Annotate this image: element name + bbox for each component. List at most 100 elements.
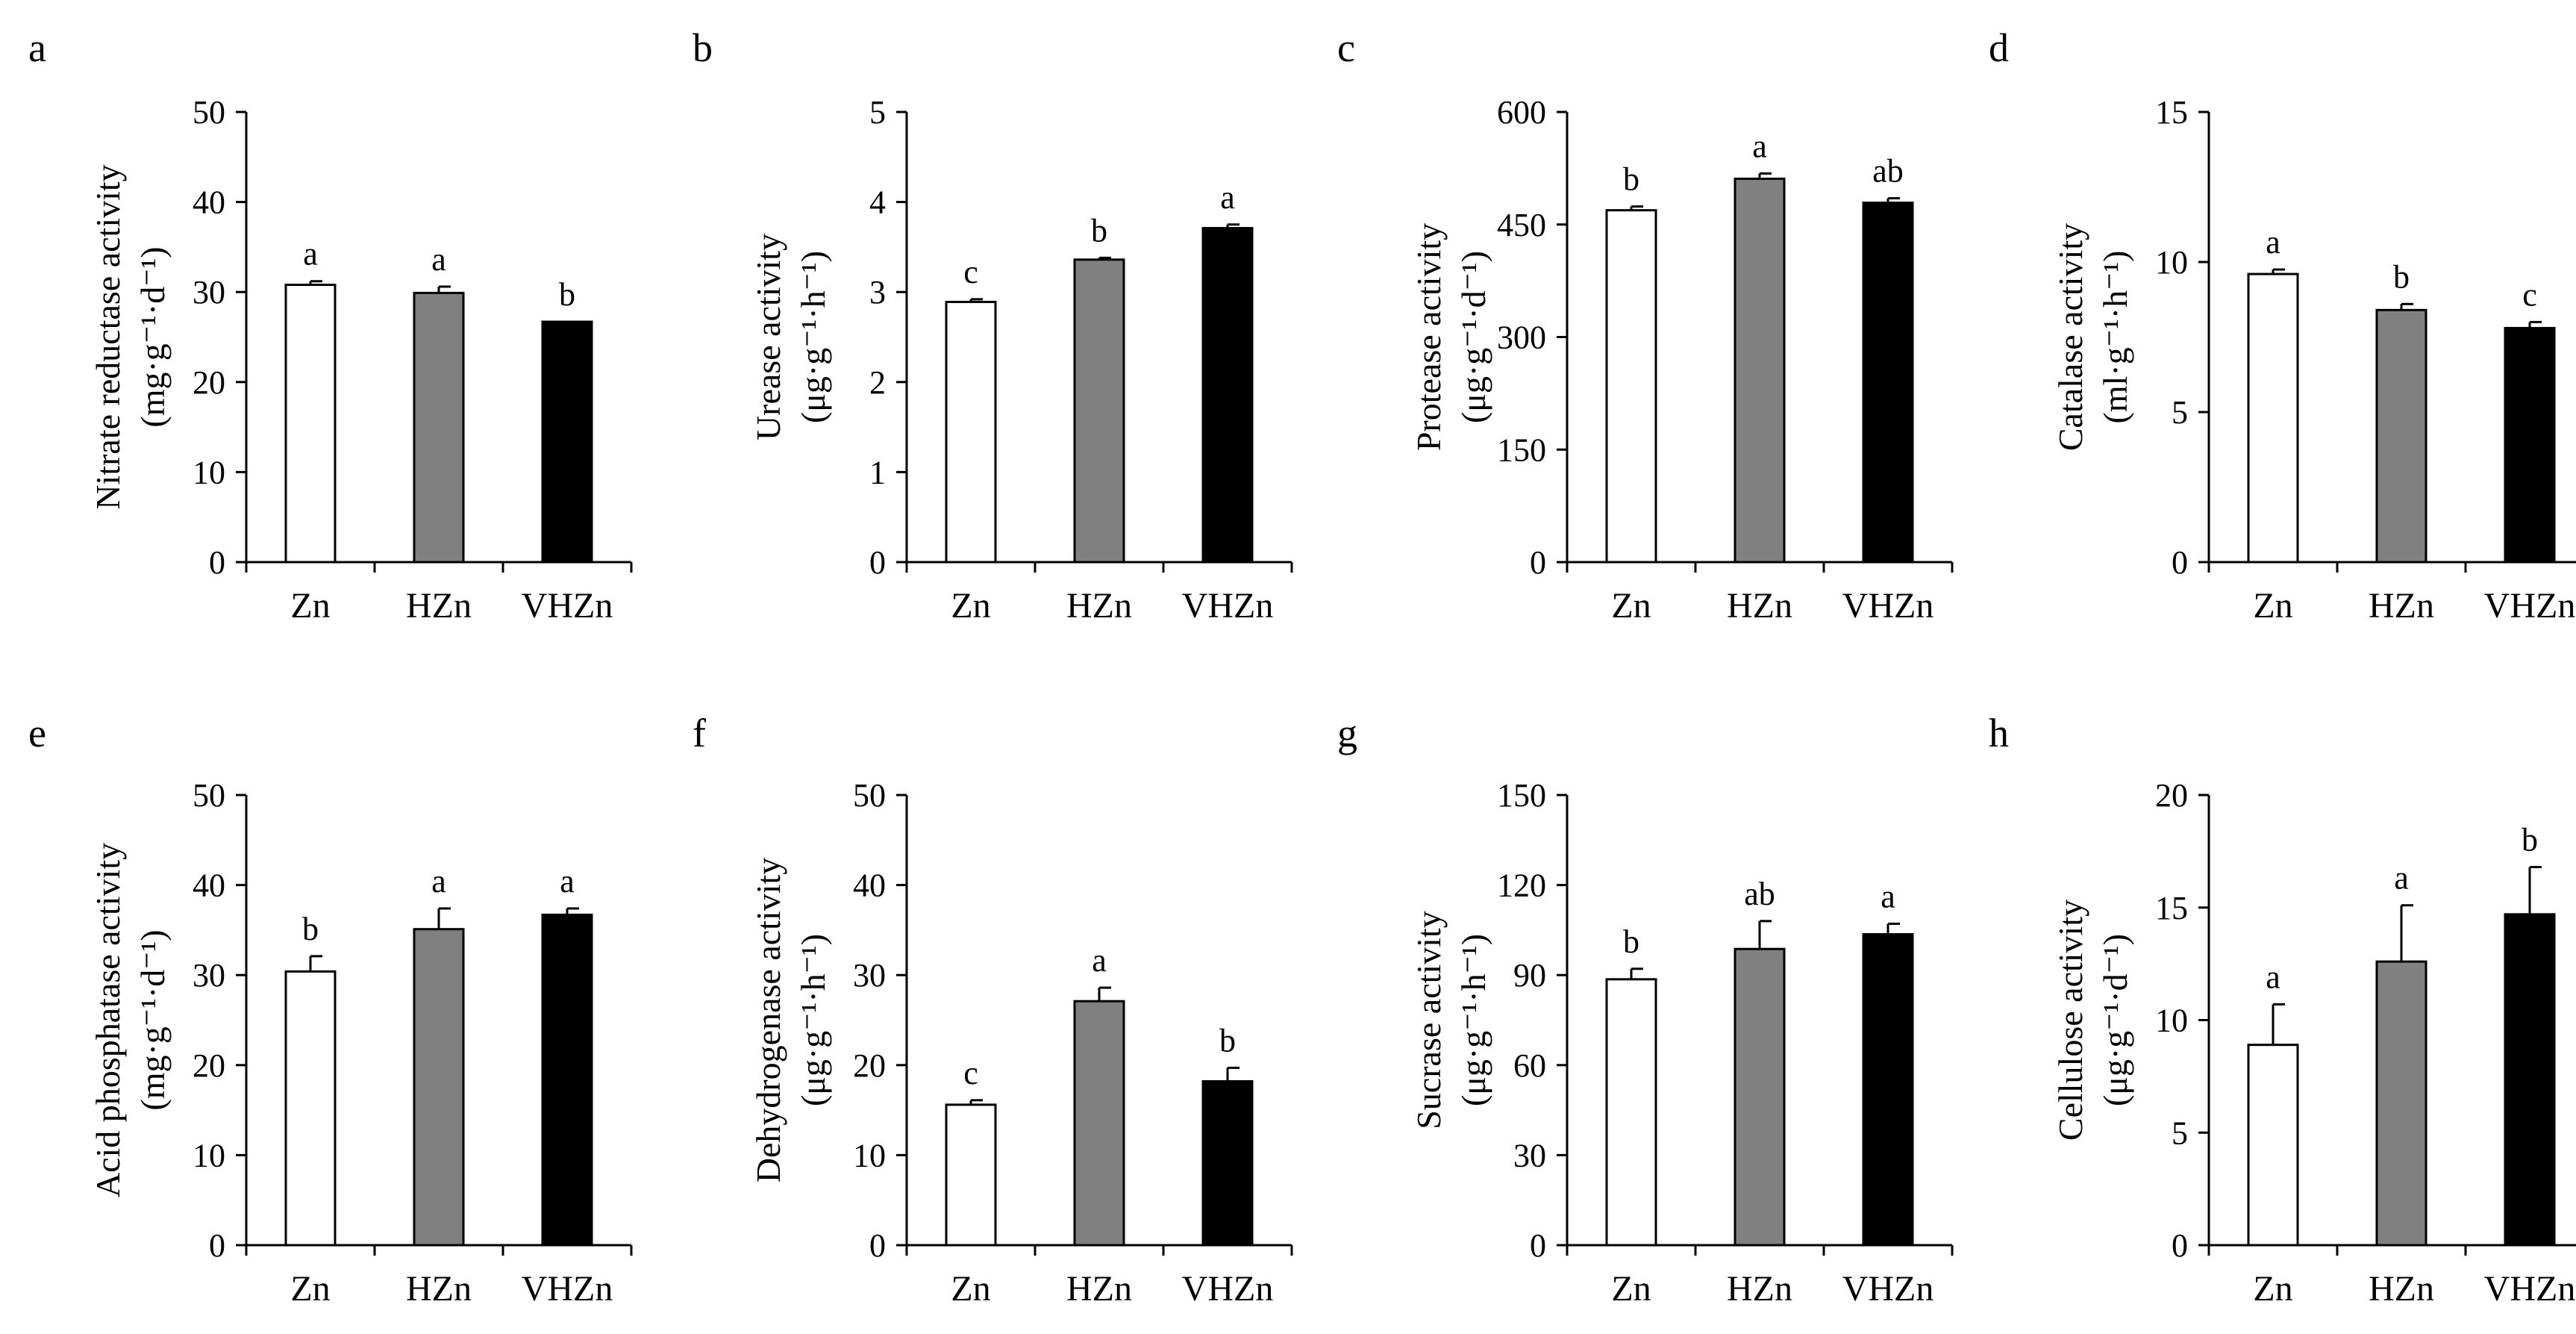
y-axis-title: Urease activity bbox=[749, 234, 787, 440]
panel-b: b 0 1 2 3 4 5 c Zn b HZn a VHZn Urease activity (μg·g⁻… bbox=[693, 25, 1293, 626]
y-tick-label: 0 bbox=[1530, 544, 1546, 581]
x-tick-label: HZn bbox=[406, 586, 472, 626]
bar-vhzn bbox=[1862, 933, 1914, 1247]
y-axis-title: Nitrate reductase activity bbox=[89, 164, 127, 509]
bar-hzn bbox=[413, 928, 465, 1247]
bar-vhzn bbox=[541, 320, 593, 564]
y-tick-label: 30 bbox=[853, 957, 886, 994]
significance-letter: b bbox=[1623, 923, 1639, 960]
y-tick-label: 1 bbox=[869, 454, 886, 490]
bar-zn bbox=[945, 300, 997, 564]
panel-label: h bbox=[1989, 711, 2009, 755]
y-tick-label: 0 bbox=[209, 1227, 225, 1264]
x-tick-label: Zn bbox=[2253, 1269, 2292, 1309]
y-tick-label: 90 bbox=[1513, 957, 1546, 994]
y-tick-label: 10 bbox=[2155, 1003, 2188, 1039]
x-tick-label: VHZn bbox=[2484, 586, 2576, 626]
panel-label: c bbox=[1337, 25, 1355, 70]
significance-letter: ab bbox=[1744, 876, 1775, 912]
x-tick-label: HZn bbox=[2369, 1269, 2434, 1309]
y-axis-title: Dehydrogenase activity bbox=[749, 858, 787, 1183]
panel-label: b bbox=[693, 25, 713, 70]
bar-hzn bbox=[1073, 1000, 1125, 1247]
y-tick-label: 60 bbox=[1513, 1047, 1546, 1084]
x-tick-label: HZn bbox=[1727, 1269, 1792, 1309]
x-tick-label: HZn bbox=[1727, 586, 1792, 626]
significance-letter: c bbox=[963, 254, 978, 290]
y-tick-label: 0 bbox=[1530, 1227, 1546, 1264]
y-tick-label: 450 bbox=[1497, 207, 1546, 243]
y-tick-label: 150 bbox=[1497, 431, 1546, 468]
y-axis-unit: (ml·g⁻¹·h⁻¹) bbox=[2096, 251, 2134, 424]
y-tick-label: 15 bbox=[2155, 890, 2188, 926]
y-axis-unit: (μg·g⁻¹·d⁻¹) bbox=[2096, 934, 2134, 1106]
y-tick-label: 4 bbox=[869, 184, 886, 221]
bar-vhzn bbox=[1201, 227, 1254, 564]
y-tick-label: 0 bbox=[2172, 1227, 2188, 1264]
y-tick-label: 0 bbox=[2172, 544, 2188, 581]
bar-hzn bbox=[1073, 258, 1125, 564]
significance-letter: a bbox=[2394, 860, 2409, 897]
x-tick-label: VHZn bbox=[2484, 1269, 2576, 1309]
significance-letter: ab bbox=[1872, 153, 1904, 190]
significance-letter: a bbox=[431, 241, 446, 278]
bar-vhzn bbox=[2504, 913, 2556, 1247]
y-axis-unit: (μg·g⁻¹·d⁻¹) bbox=[1454, 251, 1492, 423]
bar-hzn bbox=[413, 291, 465, 564]
y-axis-title: Protease activity bbox=[1410, 223, 1448, 451]
y-tick-label: 30 bbox=[193, 274, 225, 311]
y-tick-label: 3 bbox=[869, 274, 886, 311]
y-axis-title: Catalase activity bbox=[2051, 223, 2089, 451]
panel-c: c 0 150 300 450 600 b Zn a HZn ab VHZn Protease acti… bbox=[1337, 25, 1954, 626]
y-tick-label: 5 bbox=[2172, 394, 2188, 431]
bar-zn bbox=[284, 284, 337, 564]
y-tick-label: 300 bbox=[1497, 320, 1546, 356]
x-tick-label: Zn bbox=[290, 1269, 330, 1309]
y-tick-label: 0 bbox=[869, 1227, 886, 1264]
bar-vhzn bbox=[541, 913, 593, 1247]
bar-zn bbox=[1605, 978, 1657, 1247]
y-tick-label: 15 bbox=[2155, 94, 2188, 131]
x-tick-label: HZn bbox=[2369, 586, 2434, 626]
significance-letter: a bbox=[303, 236, 318, 272]
y-tick-label: 30 bbox=[1513, 1137, 1546, 1174]
x-tick-label: VHZn bbox=[522, 586, 613, 626]
x-tick-label: VHZn bbox=[1182, 1269, 1274, 1309]
y-tick-label: 30 bbox=[193, 957, 225, 994]
significance-letter: b bbox=[1091, 212, 1107, 249]
y-tick-label: 0 bbox=[869, 544, 886, 581]
y-tick-label: 120 bbox=[1497, 867, 1546, 904]
y-axis-unit: (mg·g⁻¹·d⁻¹) bbox=[134, 929, 172, 1110]
bar-zn bbox=[2247, 1044, 2299, 1247]
x-tick-label: Zn bbox=[951, 1269, 990, 1309]
y-tick-label: 20 bbox=[193, 364, 225, 401]
x-tick-label: VHZn bbox=[1842, 1269, 1934, 1309]
bar-hzn bbox=[2375, 308, 2427, 564]
x-tick-label: Zn bbox=[2253, 586, 2292, 626]
y-axis-unit: (μg·g⁻¹·h⁻¹) bbox=[794, 934, 832, 1106]
y-tick-label: 40 bbox=[193, 184, 225, 221]
y-axis-unit: (μg·g⁻¹·h⁻¹) bbox=[1454, 934, 1492, 1106]
bar-vhzn bbox=[2504, 326, 2556, 564]
bar-hzn bbox=[2375, 960, 2427, 1247]
x-tick-label: Zn bbox=[951, 586, 990, 626]
y-tick-label: 20 bbox=[193, 1047, 225, 1084]
panel-h: h 0 5 10 15 20 a Zn a HZn b VHZn Cellulose activity(… bbox=[1989, 711, 2576, 1309]
significance-letter: b bbox=[2522, 821, 2538, 858]
panel-label: g bbox=[1337, 711, 1357, 755]
y-tick-label: 10 bbox=[2155, 244, 2188, 281]
x-tick-label: HZn bbox=[1066, 586, 1132, 626]
significance-letter: a bbox=[1220, 179, 1235, 216]
y-axis-title: Cellulose activity bbox=[2051, 900, 2089, 1141]
y-tick-label: 5 bbox=[2172, 1115, 2188, 1151]
bar-zn bbox=[1605, 209, 1657, 564]
y-tick-label: 150 bbox=[1497, 777, 1546, 814]
y-tick-label: 40 bbox=[193, 867, 225, 904]
significance-letter: b bbox=[1219, 1022, 1236, 1059]
x-tick-label: Zn bbox=[1611, 1269, 1651, 1309]
bar-zn bbox=[2247, 272, 2299, 564]
y-tick-label: 40 bbox=[853, 867, 886, 904]
x-tick-label: VHZn bbox=[1842, 586, 1934, 626]
panel-e: e 0 10 20 30 40 50 b Zn a HZn a VHZn Acid phosphatase… bbox=[28, 711, 633, 1309]
bar-zn bbox=[284, 970, 337, 1247]
